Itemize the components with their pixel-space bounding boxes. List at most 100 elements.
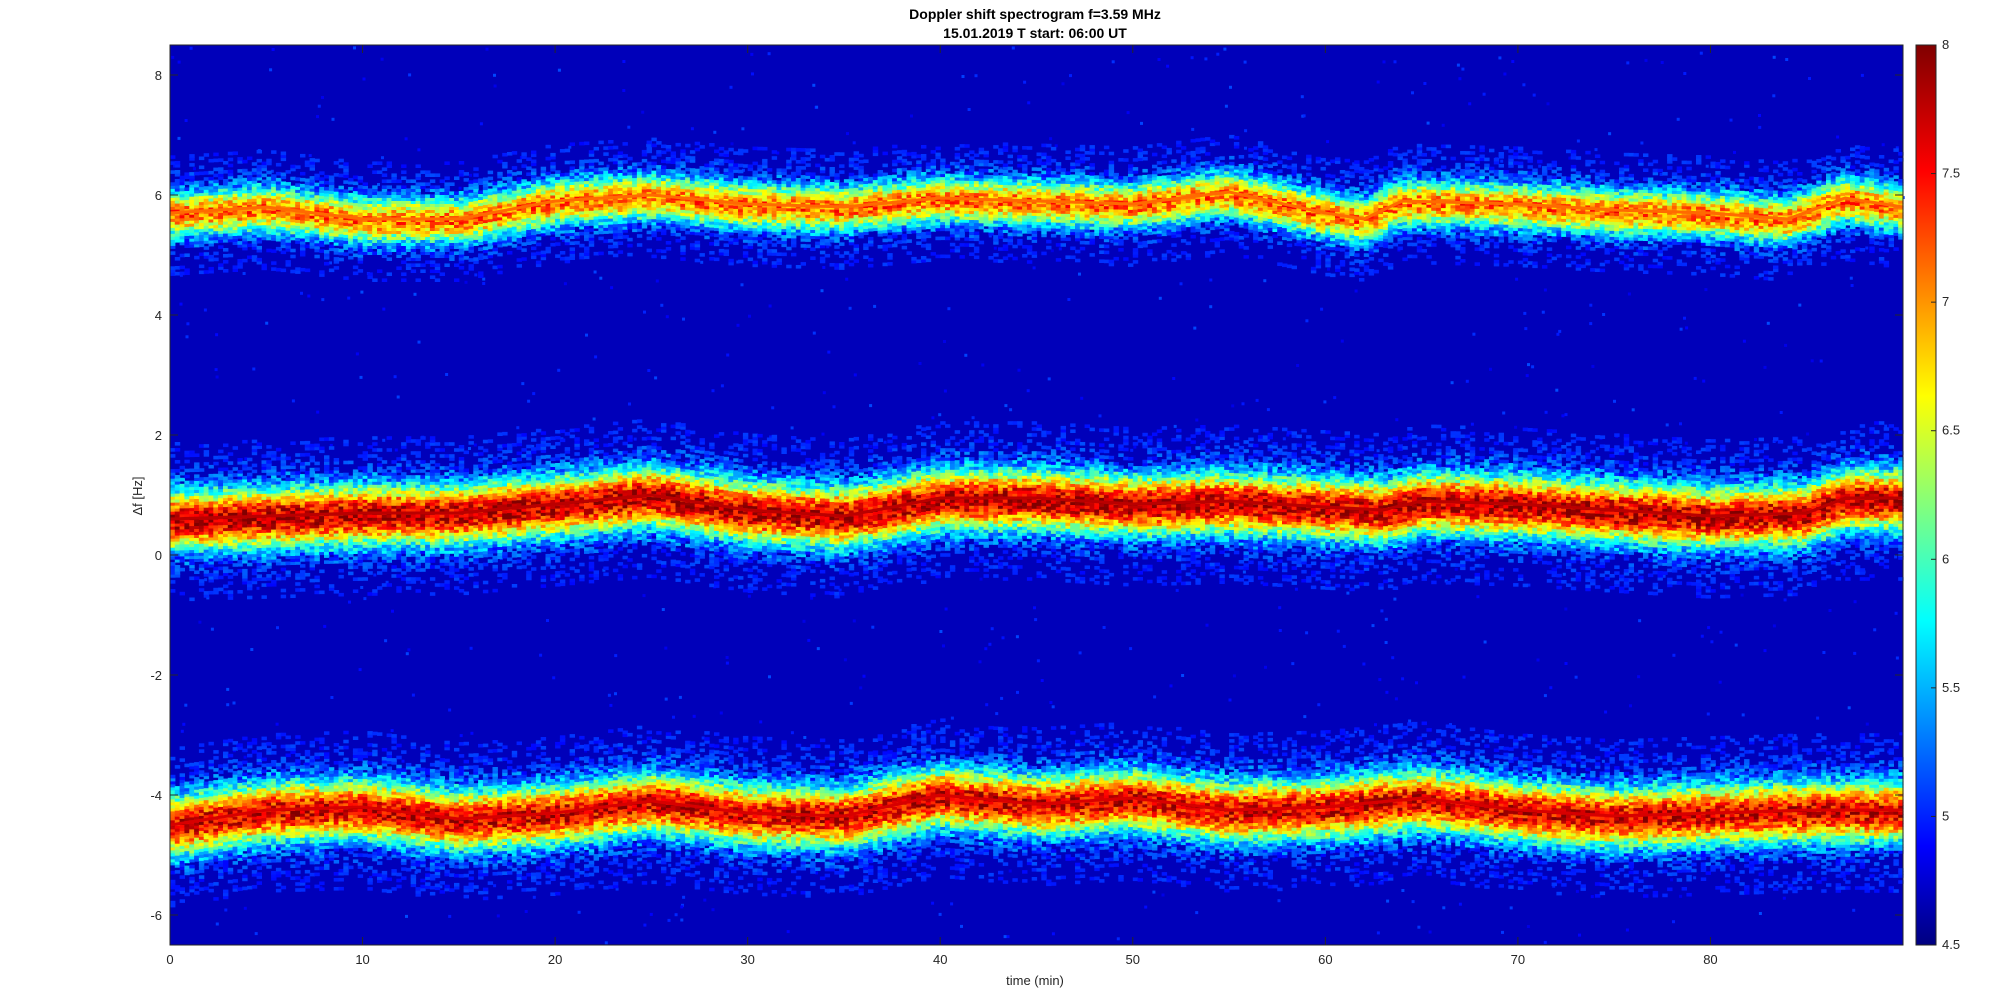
- trace-cell: [612, 187, 619, 192]
- trace-cell: [896, 240, 903, 244]
- trace-cell: [343, 168, 349, 172]
- trace-cell: [242, 219, 248, 224]
- trace-cell: [661, 249, 667, 254]
- trace-cell: [608, 188, 614, 192]
- trace-cell: [290, 230, 296, 235]
- noise-speck: [1468, 849, 1471, 853]
- trace-cell: [478, 223, 484, 227]
- trace-cell: [434, 242, 441, 246]
- trace-cell: [405, 197, 412, 201]
- trace-cell: [434, 215, 441, 219]
- trace-cell: [564, 211, 571, 216]
- trace-cell: [526, 196, 532, 200]
- trace-cell: [612, 235, 619, 240]
- trace-cell: [232, 187, 238, 191]
- trace-cell: [391, 197, 397, 201]
- trace-cell: [367, 275, 373, 279]
- trace-cell: [482, 201, 489, 206]
- trace-cell: [223, 179, 229, 183]
- trace-cell: [598, 236, 604, 241]
- trace-cell: [598, 230, 604, 235]
- noise-speck: [1679, 422, 1682, 426]
- noise-speck: [270, 169, 274, 173]
- trace-cell: [198, 228, 205, 233]
- trace-cell: [473, 218, 479, 222]
- trace-cell: [314, 221, 320, 226]
- trace-cell: [420, 197, 426, 201]
- noise-speck: [1638, 619, 1642, 623]
- trace-cell: [401, 242, 407, 246]
- trace-cell: [670, 214, 676, 218]
- trace-cell: [497, 222, 503, 227]
- trace-cell: [261, 263, 267, 268]
- trace-cell: [550, 161, 556, 166]
- trace-cell: [367, 248, 373, 252]
- trace-cell: [179, 235, 185, 240]
- trace-cell: [675, 217, 681, 222]
- trace-cell: [766, 174, 773, 178]
- noise-speck: [224, 908, 228, 912]
- noise-speck: [943, 389, 947, 393]
- trace-cell: [641, 203, 648, 208]
- trace-cell: [208, 239, 214, 244]
- trace-cell: [410, 185, 417, 189]
- trace-cell: [357, 203, 364, 207]
- noise-speck: [1336, 629, 1340, 633]
- trace-cell: [189, 226, 195, 230]
- trace-cell: [203, 270, 210, 274]
- trace-cell: [184, 238, 190, 242]
- noise-speck: [643, 310, 646, 314]
- trace-cell: [742, 245, 749, 249]
- trace-cell: [396, 239, 402, 243]
- trace-cell: [497, 174, 503, 179]
- trace-cell: [179, 232, 185, 237]
- trace-cell: [468, 222, 474, 226]
- trace-cell: [203, 252, 210, 256]
- trace-cell: [579, 195, 585, 200]
- trace-cell: [415, 239, 421, 243]
- trace-cell: [588, 204, 595, 208]
- trace-cell: [237, 241, 243, 245]
- trace-cell: [675, 208, 681, 213]
- trace-cell: [429, 206, 436, 210]
- trace-cell: [588, 216, 595, 220]
- trace-cell: [622, 160, 628, 164]
- trace-cell: [357, 197, 364, 201]
- trace-cell: [588, 174, 595, 178]
- noise-speck: [474, 273, 478, 277]
- trace-cell: [261, 230, 267, 235]
- trace-cell: [521, 179, 527, 183]
- noise-speck: [469, 646, 473, 650]
- noise-speck: [599, 276, 603, 280]
- trace-cell: [497, 252, 503, 257]
- trace-cell: [333, 248, 340, 252]
- trace-cell: [492, 202, 498, 207]
- trace-cell: [584, 219, 590, 224]
- trace-cell: [569, 256, 575, 260]
- trace-cell: [208, 236, 214, 241]
- noise-speck: [1734, 643, 1738, 647]
- trace-cell: [348, 246, 354, 251]
- trace-cell: [579, 255, 585, 260]
- trace-cell: [227, 196, 234, 201]
- trace-cell: [237, 229, 243, 233]
- trace-cell: [357, 230, 364, 234]
- trace-cell: [497, 213, 503, 218]
- trace-cell: [569, 175, 575, 179]
- trace-cell: [295, 177, 301, 181]
- trace-cell: [646, 161, 652, 166]
- noise-speck: [827, 350, 831, 354]
- noise-speck: [1758, 125, 1762, 129]
- trace-cell: [482, 189, 489, 194]
- trace-cell: [285, 185, 291, 189]
- trace-cell: [665, 241, 672, 245]
- trace-cell: [377, 269, 383, 273]
- trace-cell: [362, 185, 368, 189]
- trace-cell: [641, 197, 648, 202]
- trace-cell: [194, 231, 200, 236]
- trace-cell: [617, 169, 624, 173]
- noise-speck: [1699, 51, 1703, 55]
- trace-cell: [198, 204, 205, 209]
- trace-cell: [675, 163, 681, 168]
- trace-cell: [665, 214, 672, 218]
